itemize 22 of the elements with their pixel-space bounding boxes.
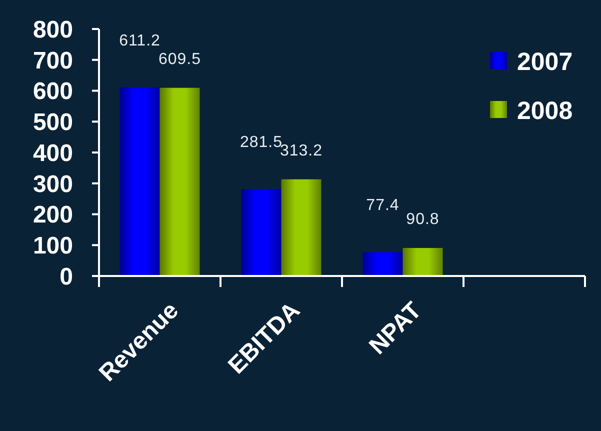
data-label: 77.4	[366, 197, 400, 214]
bar	[362, 252, 403, 276]
y-tick-label: 100	[32, 232, 73, 260]
bar	[120, 87, 160, 276]
bar	[281, 179, 322, 276]
y-tick-label: 300	[32, 170, 73, 198]
bar	[160, 88, 200, 276]
bar	[402, 248, 443, 276]
y-tick-label: 200	[32, 202, 73, 229]
data-label: 90.8	[406, 210, 440, 228]
bar	[241, 189, 282, 276]
data-label: 281.5	[240, 134, 283, 152]
legend-label: 2008	[517, 97, 573, 125]
data-label: 609.5	[158, 50, 202, 68]
y-tick-label: 800	[32, 16, 73, 44]
y-tick-label: 500	[32, 109, 73, 136]
legend-label: 2007	[517, 48, 573, 76]
y-tick-label: 600	[32, 78, 73, 106]
y-tick-label: 700	[32, 47, 73, 74]
y-tick-label: 400	[32, 140, 73, 167]
y-tick-label: 0	[60, 263, 73, 290]
data-label: 611.2	[119, 32, 160, 50]
